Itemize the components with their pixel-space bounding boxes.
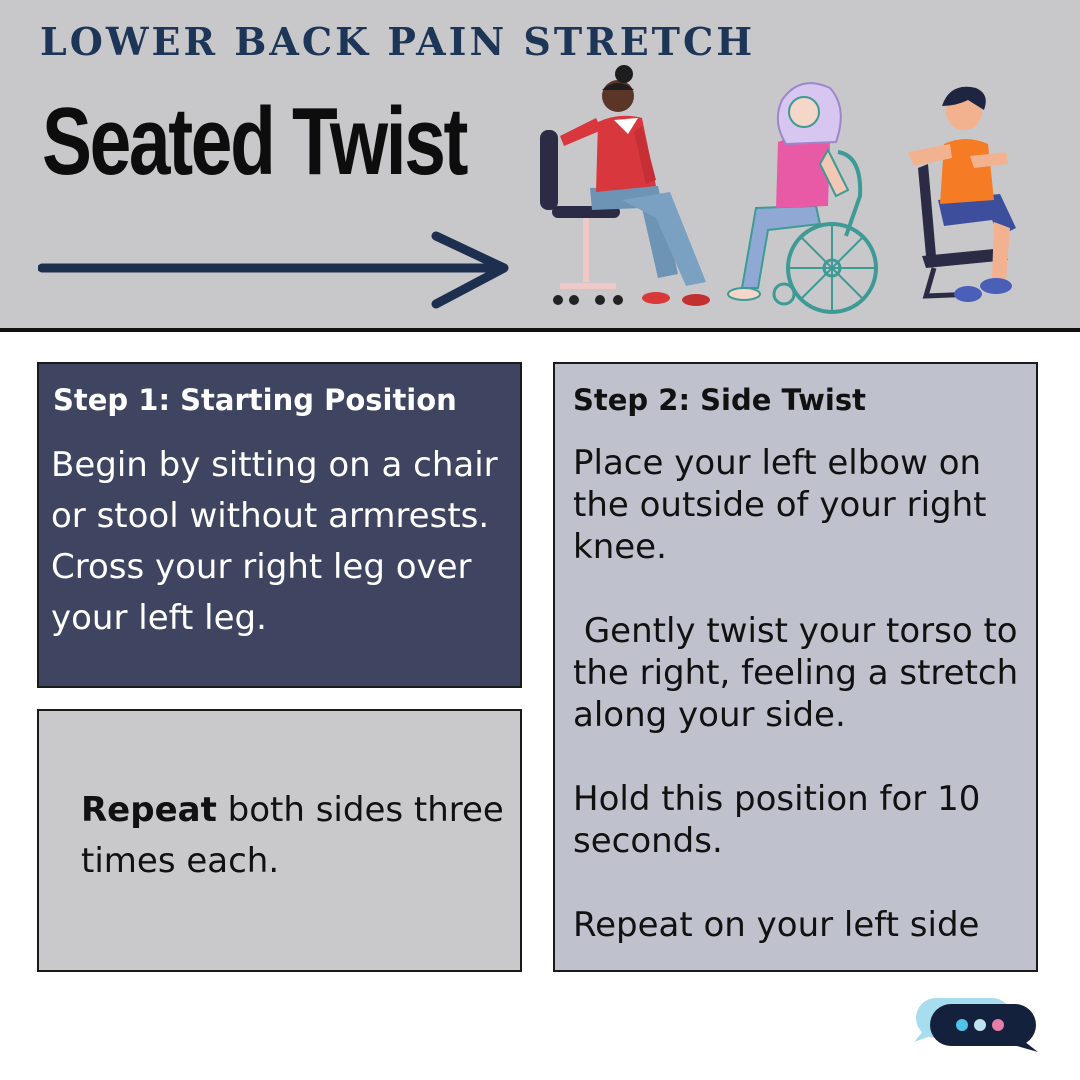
step-2-paragraph: Gently twist your torso to the right, fe… — [573, 611, 1029, 735]
page-title: Seated Twist — [42, 88, 468, 195]
step-2-card: Step 2: Side Twist Place your left elbow… — [553, 362, 1038, 972]
repeat-card: Repeat both sides three times each. — [37, 709, 522, 972]
step-1-text: Begin by sitting on a chair or stool wit… — [51, 445, 498, 638]
header-banner: Lower Back Pain Stretch Seated Twist — [0, 0, 1080, 332]
step-2-paragraph: Place your left elbow on the outside of … — [573, 443, 987, 567]
repeat-bold: Repeat — [81, 790, 217, 830]
step-2-title: Step 2: Side Twist — [573, 383, 866, 417]
step-1-card: Step 1: Starting Position Begin by sitti… — [37, 362, 522, 688]
step-2-paragraph: Hold this position for 10 seconds. — [573, 779, 981, 861]
person-wheelchair-illustration — [727, 82, 878, 314]
repeat-rest: both sides three times each. — [81, 790, 504, 881]
step-1-title: Step 1: Starting Position — [53, 383, 457, 417]
seated-people-illustration — [540, 65, 1016, 314]
repeat-text: Repeat both sides three times each. — [81, 785, 510, 887]
arrow-right-icon — [38, 231, 509, 309]
person-stool-illustration — [540, 65, 710, 306]
chat-bubble-icon — [914, 998, 1038, 1052]
kicker-text: Lower Back Pain Stretch — [40, 19, 756, 64]
person-chair-illustration — [908, 86, 1016, 302]
step-2-paragraph: Repeat on your left side — [573, 905, 980, 945]
